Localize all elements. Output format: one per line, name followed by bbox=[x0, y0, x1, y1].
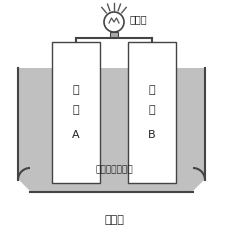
Text: 属: 属 bbox=[149, 105, 155, 115]
PathPatch shape bbox=[19, 68, 204, 191]
Text: 金: 金 bbox=[73, 85, 79, 95]
Bar bbox=[128, 42, 176, 183]
Bar bbox=[110, 32, 118, 37]
Text: 電解質の水溶液: 電解質の水溶液 bbox=[95, 165, 133, 175]
Text: 金: 金 bbox=[149, 85, 155, 95]
Text: 豆電球: 豆電球 bbox=[130, 14, 148, 24]
Bar bbox=[52, 42, 100, 183]
Text: A: A bbox=[72, 130, 80, 140]
Text: B: B bbox=[148, 130, 156, 140]
Text: 属: 属 bbox=[73, 105, 79, 115]
Circle shape bbox=[104, 12, 124, 32]
Text: 図　１: 図 １ bbox=[104, 215, 124, 225]
